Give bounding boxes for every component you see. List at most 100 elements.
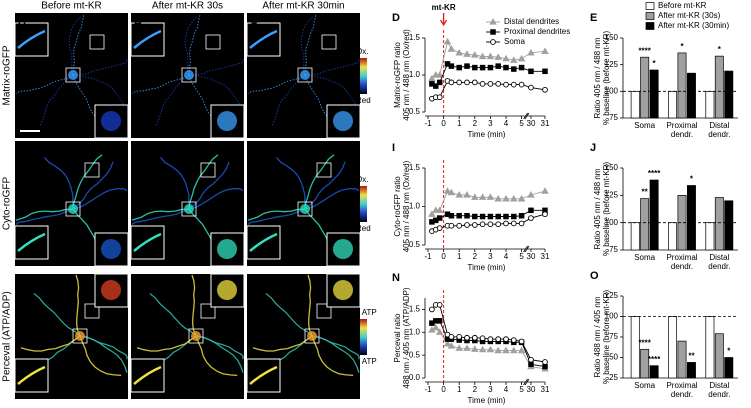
bar [630,90,640,119]
marker [511,213,517,220]
series-line [431,304,546,363]
dendrite [304,154,335,210]
marker [471,222,478,228]
row-label: Perceval (ATP/ADP) [2,291,13,381]
marker [503,213,509,220]
dendrite [188,187,244,210]
inset-label: ii [250,24,254,33]
colorbar-label: Ox. [356,175,368,184]
inset-label: ii [250,227,254,236]
marker [455,48,463,56]
scale-bar-label: 20μm [20,119,41,128]
y-tick-label: 100 [605,218,619,227]
roi-box [316,162,332,178]
marker [435,71,444,78]
x-tick-label: 31 [541,252,550,261]
inset-label: i [62,201,64,210]
marker [495,221,502,228]
soma [191,331,201,341]
bar [677,340,687,379]
marker [510,346,518,354]
series-line [431,213,546,232]
x-tick-label: 5 [519,385,524,394]
y-tick-label: 100 [605,312,619,321]
column-title: After mt-KR 30s [152,1,223,12]
x-tick-label: dendr. [708,130,730,139]
marker [518,81,525,88]
bar [677,194,687,251]
series-line [431,63,545,87]
roi-box [181,201,197,217]
inset-label: ii [217,161,221,170]
marker [432,323,440,331]
inset-soma [333,111,353,131]
legend-label: Distal dendrites [504,17,559,26]
event-label: mt-KR [432,3,456,12]
inset-soma [101,111,121,131]
dendrite [72,154,103,210]
y-tick-label: 1.5 [409,33,421,42]
marker [478,52,487,60]
y-tick-label: 75 [609,332,618,341]
inset-label: ii [18,360,22,369]
colorbar-label: ↑ ATP [356,308,377,317]
dendrite [136,335,197,352]
dendrite [191,274,197,337]
marker [463,50,471,57]
y-tick-label: 25 [609,373,618,382]
inset-label: i [238,255,240,264]
marker [435,328,444,335]
panel-letter: N [392,272,400,284]
dendrite [131,208,190,221]
bar [640,348,650,379]
marker [436,318,443,324]
y-tick-label: 1.5 [409,305,421,314]
x-tick-label: 3 [488,252,493,261]
marker [471,345,479,352]
marker [486,193,495,200]
roi-box [297,201,313,217]
inset-label: ii [106,33,110,42]
panel-letter: O [590,270,599,282]
x-tick-label: 0 [441,385,446,394]
soma [184,204,194,214]
dendrite [311,335,354,377]
marker [510,194,518,202]
marker [518,212,525,219]
dendrite [72,187,128,210]
series-line [431,40,546,80]
roi-box [316,303,332,319]
inset-label: i [294,67,296,76]
y-tick-label: 0.5 [409,107,421,116]
dendrite [75,274,81,337]
dendrite [15,208,74,226]
x-tick-label: 1 [457,119,462,128]
marker [494,53,502,60]
bar [724,200,734,251]
marker [447,188,456,196]
marker [487,64,494,71]
marker [528,68,534,75]
roi-box [200,162,216,178]
inset-label: ii [250,360,254,369]
marker [486,345,495,353]
legend-label: After mt-KR (30min) [658,21,729,30]
legend-swatch [645,22,655,30]
dendrite [131,208,190,226]
inset-soma [101,239,121,259]
bar [677,52,687,119]
x-axis-label: Time (min) [468,263,506,272]
significance: **** [638,46,651,55]
marker [487,213,494,220]
marker [464,63,470,69]
y-tick-label: 100 [605,86,619,95]
marker [542,363,548,370]
bar [714,333,724,379]
dendrite [44,156,74,210]
bar [640,56,650,119]
inset-label: i [122,127,124,136]
marker [503,336,509,342]
marker [428,74,436,82]
